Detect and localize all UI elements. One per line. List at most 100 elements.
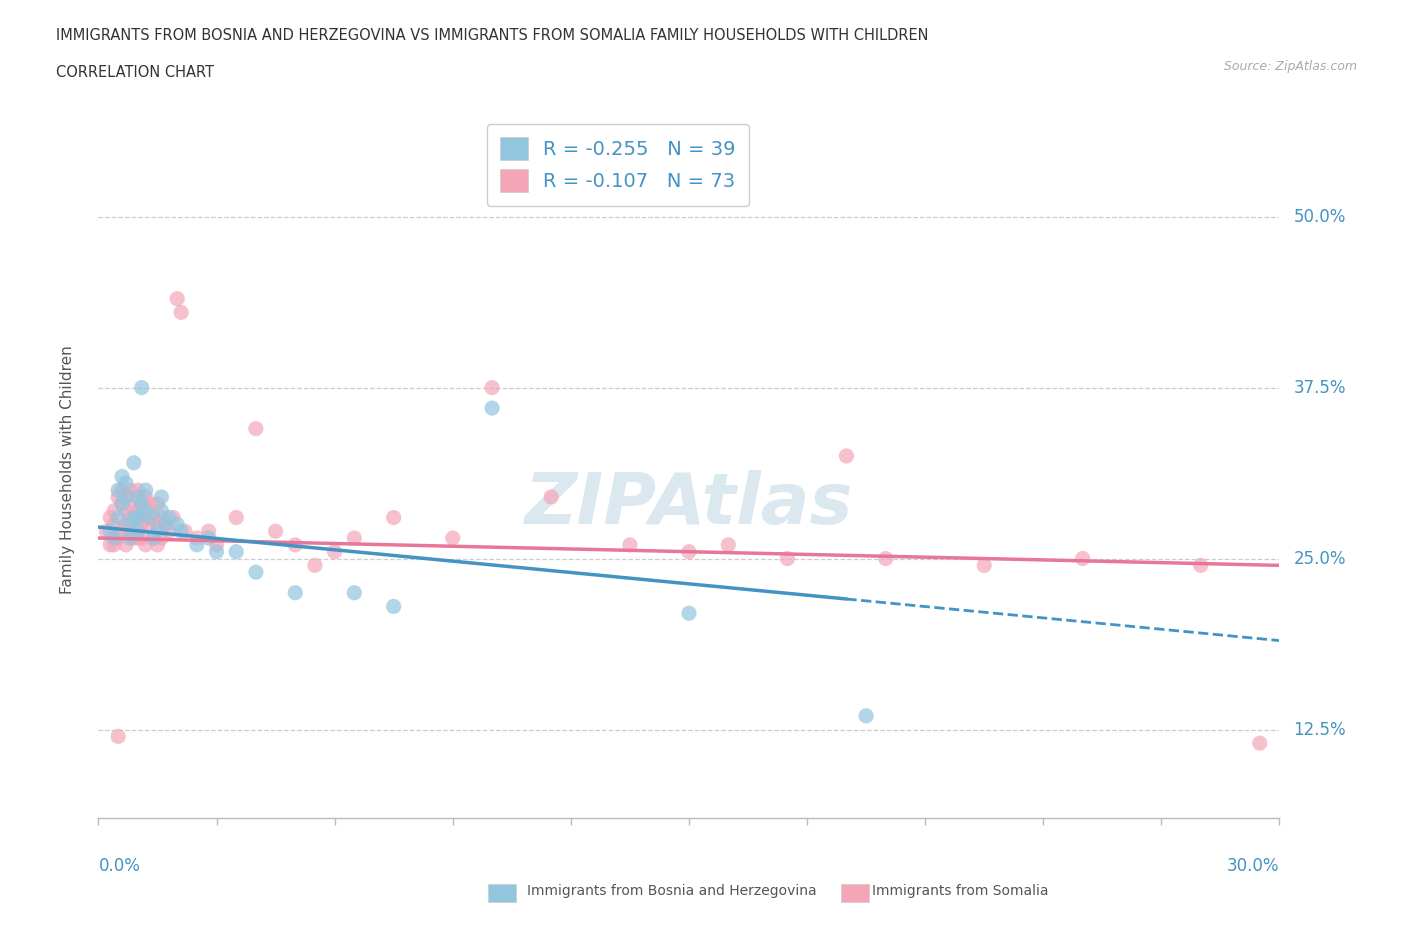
Point: [103, 531, 125, 546]
Point: [115, 489, 138, 504]
Point: [1189, 558, 1212, 573]
Point: [135, 483, 157, 498]
Text: 0.0%: 0.0%: [98, 857, 141, 875]
Text: 25.0%: 25.0%: [1294, 550, 1346, 567]
Point: [138, 497, 160, 512]
Point: [107, 510, 129, 525]
Point: [127, 510, 149, 525]
Point: [111, 483, 134, 498]
Point: [150, 503, 173, 518]
Point: [135, 538, 157, 552]
Point: [174, 524, 197, 538]
Point: [225, 510, 247, 525]
Point: [127, 483, 149, 498]
Point: [118, 531, 141, 546]
Point: [127, 503, 149, 518]
Point: [205, 538, 228, 552]
Text: Source: ZipAtlas.com: Source: ZipAtlas.com: [1223, 60, 1357, 73]
Point: [115, 476, 138, 491]
Text: Immigrants from Bosnia and Herzegovina: Immigrants from Bosnia and Herzegovina: [527, 884, 817, 898]
Point: [197, 524, 219, 538]
Point: [115, 517, 138, 532]
Point: [131, 517, 153, 532]
Point: [127, 510, 149, 525]
Point: [111, 469, 134, 484]
Point: [96, 524, 118, 538]
Point: [131, 531, 153, 546]
Point: [122, 531, 145, 546]
Point: [135, 503, 157, 518]
Point: [245, 421, 267, 436]
Text: Immigrants from Somalia: Immigrants from Somalia: [872, 884, 1049, 898]
Point: [135, 489, 157, 504]
Point: [205, 544, 228, 559]
Point: [157, 524, 180, 538]
Point: [150, 510, 173, 525]
Point: [146, 524, 169, 538]
Point: [382, 510, 405, 525]
Point: [264, 524, 287, 538]
Point: [138, 510, 160, 525]
Point: [122, 510, 145, 525]
Point: [103, 517, 125, 532]
Point: [107, 729, 129, 744]
Point: [118, 517, 141, 532]
Point: [118, 510, 141, 525]
Point: [1249, 736, 1271, 751]
Text: 50.0%: 50.0%: [1294, 207, 1346, 226]
Point: [122, 489, 145, 504]
Point: [127, 524, 149, 538]
Point: [157, 510, 180, 525]
Point: [115, 503, 138, 518]
Point: [382, 599, 405, 614]
Point: [122, 503, 145, 518]
Text: CORRELATION CHART: CORRELATION CHART: [56, 65, 214, 80]
Point: [98, 524, 121, 538]
Point: [540, 489, 562, 504]
Point: [835, 448, 858, 463]
Point: [155, 517, 177, 532]
Y-axis label: Family Households with Children: Family Households with Children: [60, 345, 75, 594]
Point: [127, 524, 149, 538]
Point: [122, 524, 145, 538]
Point: [619, 538, 641, 552]
Point: [122, 456, 145, 471]
Text: 12.5%: 12.5%: [1294, 721, 1346, 738]
Point: [150, 489, 173, 504]
Point: [142, 510, 165, 525]
Text: 30.0%: 30.0%: [1227, 857, 1279, 875]
Point: [107, 489, 129, 504]
Point: [245, 565, 267, 579]
Point: [441, 531, 464, 546]
Point: [166, 291, 188, 306]
Point: [138, 517, 160, 532]
Point: [155, 517, 177, 532]
Point: [284, 585, 307, 600]
Point: [186, 538, 208, 552]
Point: [142, 531, 165, 546]
Point: [131, 497, 153, 512]
Point: [98, 510, 121, 525]
Point: [304, 558, 326, 573]
Point: [170, 305, 193, 320]
Point: [776, 551, 799, 566]
Point: [170, 524, 193, 538]
Point: [146, 497, 169, 512]
Point: [875, 551, 897, 566]
Point: [343, 531, 366, 546]
Point: [118, 524, 141, 538]
Point: [678, 605, 700, 620]
Point: [225, 544, 247, 559]
Point: [481, 380, 503, 395]
Point: [142, 531, 165, 546]
Point: [678, 544, 700, 559]
Point: [115, 538, 138, 552]
Point: [111, 497, 134, 512]
Point: [107, 483, 129, 498]
Point: [323, 544, 346, 559]
Point: [98, 538, 121, 552]
Point: [131, 497, 153, 512]
Point: [717, 538, 740, 552]
Point: [150, 531, 173, 546]
Point: [111, 524, 134, 538]
